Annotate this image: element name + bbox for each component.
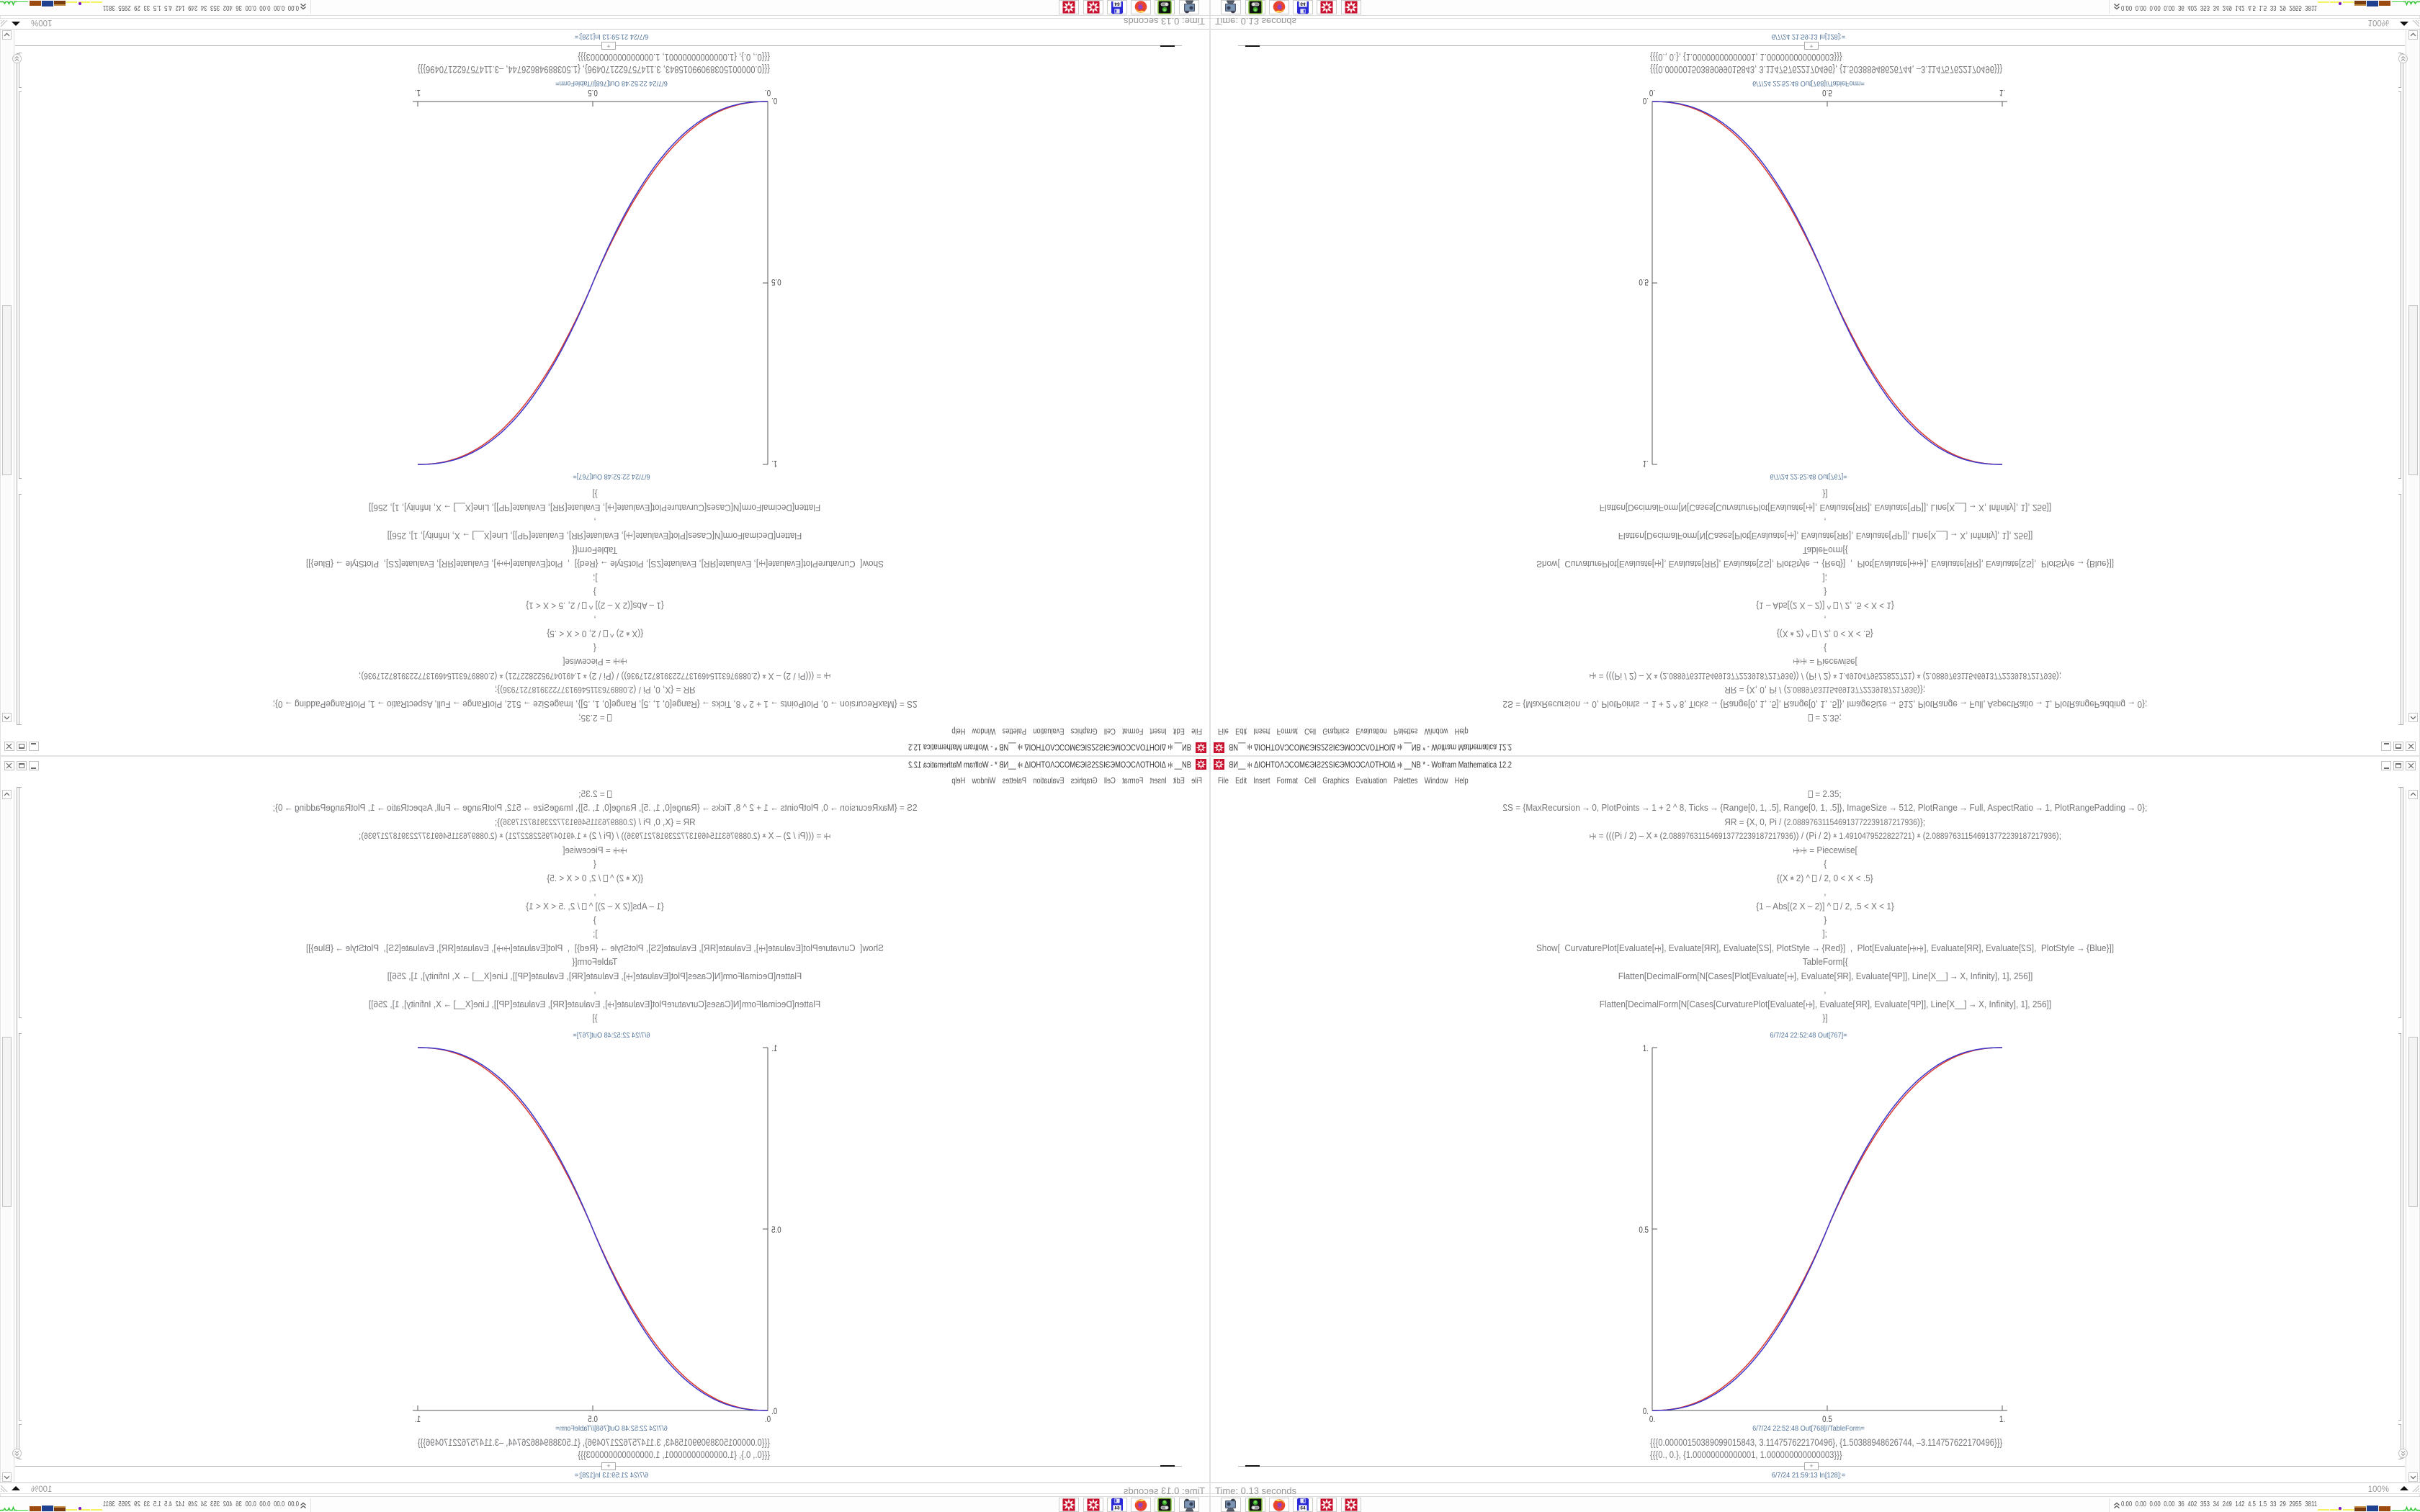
- svg-text:0.5: 0.5: [1639, 1225, 1649, 1235]
- svg-text:1.: 1.: [1643, 1044, 1649, 1053]
- svg-text:1.: 1.: [1999, 88, 2005, 97]
- svg-text:0.5: 0.5: [588, 1415, 598, 1424]
- svg-text:0.: 0.: [1643, 96, 1649, 105]
- svg-text:0.5: 0.5: [771, 1225, 781, 1235]
- svg-text:1.: 1.: [1643, 459, 1649, 468]
- svg-text:0.5: 0.5: [1639, 277, 1649, 287]
- svg-text:0.5: 0.5: [1822, 88, 1832, 97]
- svg-text:64: 64: [1114, 1506, 1120, 1511]
- svg-text:0.: 0.: [765, 1415, 771, 1424]
- svg-text:0.: 0.: [1649, 1415, 1655, 1424]
- svg-text:64: 64: [1114, 1, 1120, 6]
- svg-text:64: 64: [1300, 1506, 1306, 1511]
- svg-text:1.: 1.: [771, 1044, 777, 1053]
- svg-text:0.5: 0.5: [771, 277, 781, 287]
- svg-text:1.: 1.: [771, 459, 777, 468]
- svg-text:0.: 0.: [765, 88, 771, 97]
- svg-text:1.: 1.: [1999, 1415, 2005, 1424]
- svg-text:0.5: 0.5: [1822, 1415, 1832, 1424]
- svg-text:0.: 0.: [1649, 88, 1655, 97]
- svg-text:0.5: 0.5: [588, 88, 598, 97]
- svg-text:0.: 0.: [771, 96, 777, 105]
- svg-text:0.: 0.: [771, 1407, 777, 1416]
- svg-text:64: 64: [1300, 1, 1306, 6]
- svg-text:1.: 1.: [415, 1415, 421, 1424]
- svg-text:0.: 0.: [1643, 1407, 1649, 1416]
- svg-text:1.: 1.: [415, 88, 421, 97]
